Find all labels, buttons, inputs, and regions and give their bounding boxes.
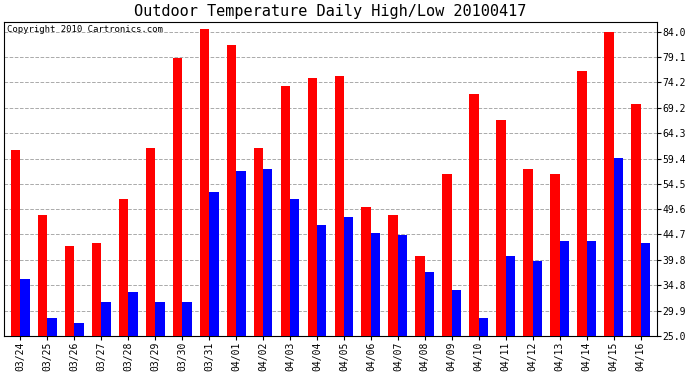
Bar (469, 94, 479, 375)
Bar (496, 120, 506, 375)
Bar (209, 192, 219, 375)
Bar (199, 30, 209, 375)
Bar (92, 243, 101, 375)
Bar (578, 70, 586, 375)
Bar (371, 233, 380, 375)
Bar (452, 290, 461, 375)
Bar (65, 246, 75, 375)
Bar (523, 168, 533, 375)
Bar (604, 32, 613, 375)
Bar (560, 241, 569, 375)
Bar (226, 45, 236, 375)
Bar (48, 318, 57, 375)
Bar (263, 168, 273, 375)
Bar (75, 323, 83, 375)
Bar (631, 104, 640, 375)
Bar (362, 207, 371, 375)
Bar (236, 171, 246, 375)
Bar (155, 302, 165, 375)
Text: Copyright 2010 Cartronics.com: Copyright 2010 Cartronics.com (8, 25, 164, 34)
Bar (119, 200, 128, 375)
Bar (550, 174, 560, 375)
Bar (11, 150, 20, 375)
Bar (317, 225, 326, 375)
Bar (290, 200, 299, 375)
Bar (101, 302, 110, 375)
Bar (128, 292, 138, 375)
Bar (415, 256, 425, 375)
Bar (182, 302, 192, 375)
Bar (344, 217, 353, 375)
Bar (425, 272, 434, 375)
Bar (442, 174, 452, 375)
Bar (281, 86, 290, 375)
Bar (146, 148, 155, 375)
Bar (254, 148, 263, 375)
Bar (613, 158, 623, 375)
Bar (640, 243, 650, 375)
Bar (20, 279, 30, 375)
Bar (398, 236, 407, 375)
Bar (308, 78, 317, 375)
Bar (388, 215, 398, 375)
Title: Outdoor Temperature Daily High/Low 20100417: Outdoor Temperature Daily High/Low 20100… (135, 4, 526, 19)
Bar (533, 261, 542, 375)
Bar (172, 58, 182, 375)
Bar (586, 241, 596, 375)
Bar (335, 76, 344, 375)
Bar (479, 318, 489, 375)
Bar (38, 215, 48, 375)
Bar (506, 256, 515, 375)
